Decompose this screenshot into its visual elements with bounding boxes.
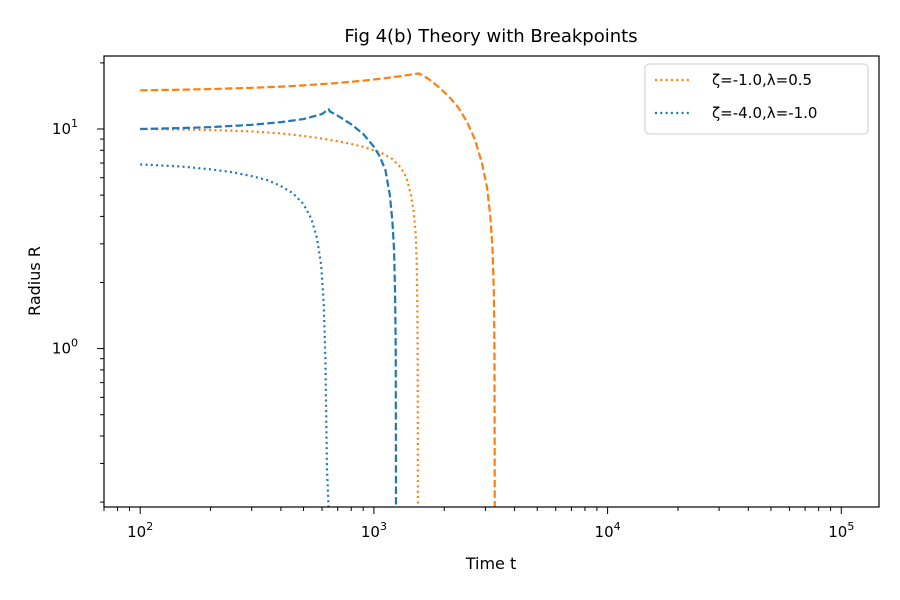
- legend: ζ=-1.0,λ=0.5 ζ=-4.0,λ=-1.0: [644, 63, 869, 135]
- series-line-2: [140, 163, 330, 507]
- legend-box: [644, 63, 869, 135]
- x-tick-label: 104: [595, 520, 621, 541]
- x-axis-label: Time t: [465, 554, 517, 573]
- x-tick-label: 103: [361, 520, 387, 541]
- x-tick-label: 102: [127, 520, 153, 541]
- y-tick-label: 101: [52, 117, 78, 138]
- series-layer: [140, 72, 496, 507]
- legend-label: ζ=-1.0,λ=0.5: [712, 71, 812, 89]
- chart-title: Fig 4(b) Theory with Breakpoints: [344, 26, 637, 47]
- y-axis: 100 101: [52, 62, 104, 503]
- y-axis-label: Radius R: [25, 246, 44, 316]
- series-line-3: [140, 72, 496, 507]
- x-tick-label: 105: [828, 520, 854, 541]
- series-line-1: [140, 127, 419, 507]
- series-line-4: [140, 108, 398, 507]
- x-axis: 102 103 104 105: [103, 507, 854, 541]
- legend-label: ζ=-4.0,λ=-1.0: [712, 104, 817, 122]
- plot-frame: [103, 55, 880, 508]
- y-tick-label: 100: [52, 337, 78, 358]
